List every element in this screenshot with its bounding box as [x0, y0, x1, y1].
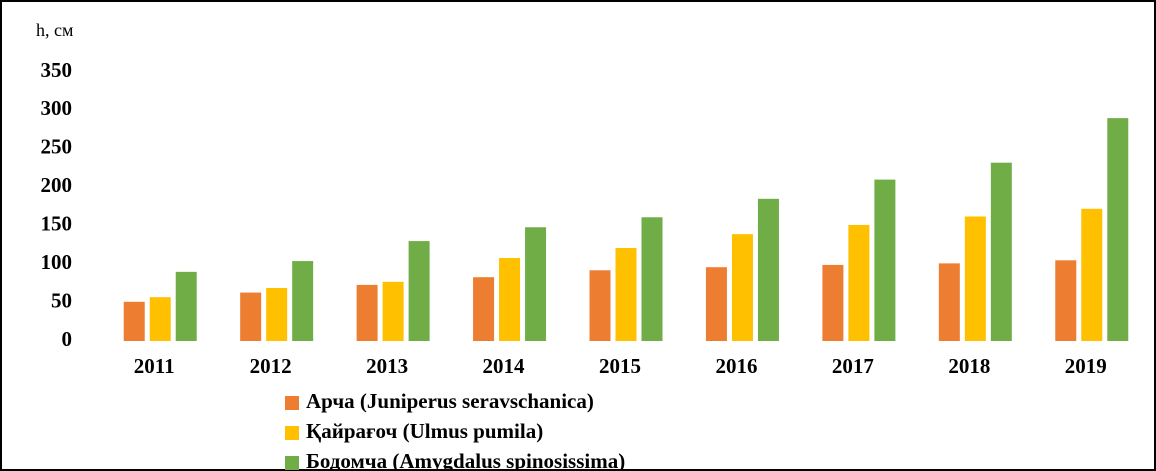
y-tick-label: 300	[41, 96, 73, 120]
x-tick-label: 2015	[599, 354, 641, 378]
bar	[964, 216, 986, 341]
x-tick-label: 2012	[250, 354, 292, 378]
x-tick-label: 2011	[134, 354, 175, 378]
x-tick-label: 2019	[1065, 354, 1107, 378]
y-tick-label: 150	[41, 212, 73, 236]
bar	[990, 162, 1012, 341]
y-tick-label: 250	[41, 135, 73, 159]
bar	[266, 287, 288, 341]
bar	[292, 261, 314, 341]
legend-label: Арча (Juniperus seravschanica)	[306, 389, 594, 413]
bar	[705, 267, 727, 341]
bar	[641, 217, 663, 341]
bar	[615, 248, 637, 341]
bar	[499, 257, 521, 341]
legend-swatch	[285, 426, 299, 440]
y-tick-label: 100	[41, 250, 73, 274]
bar	[175, 271, 197, 341]
bar	[1107, 118, 1129, 341]
y-tick-label: 50	[51, 288, 72, 312]
bar	[1055, 260, 1077, 341]
y-tick-label: 350	[41, 58, 73, 82]
y-axis-label: h, см	[36, 20, 73, 40]
bar	[123, 301, 145, 341]
bar	[356, 284, 378, 341]
bar	[1081, 208, 1103, 341]
y-tick-label: 200	[41, 173, 73, 197]
x-tick-label: 2018	[948, 354, 990, 378]
bar	[731, 234, 753, 341]
bar	[757, 198, 779, 341]
bar	[874, 179, 896, 341]
bar	[848, 224, 870, 341]
y-tick-label: 0	[62, 327, 73, 351]
legend-swatch	[285, 456, 299, 470]
legend-swatch	[285, 396, 299, 410]
bar	[240, 292, 262, 341]
bar	[525, 227, 547, 341]
bar	[938, 263, 960, 341]
bar	[149, 297, 171, 341]
legend-label: Бодомча (Amygdalus spinosissima)	[306, 449, 625, 471]
x-tick-label: 2016	[715, 354, 757, 378]
x-tick-label: 2013	[366, 354, 408, 378]
x-tick-label: 2017	[832, 354, 874, 378]
bar	[382, 281, 404, 341]
legend-label: Қайрағоч (Ulmus pumila)	[306, 419, 543, 443]
bar	[473, 277, 495, 341]
bar	[589, 270, 611, 341]
x-tick-label: 2014	[483, 354, 526, 378]
bar	[408, 241, 430, 341]
bar	[822, 264, 844, 341]
